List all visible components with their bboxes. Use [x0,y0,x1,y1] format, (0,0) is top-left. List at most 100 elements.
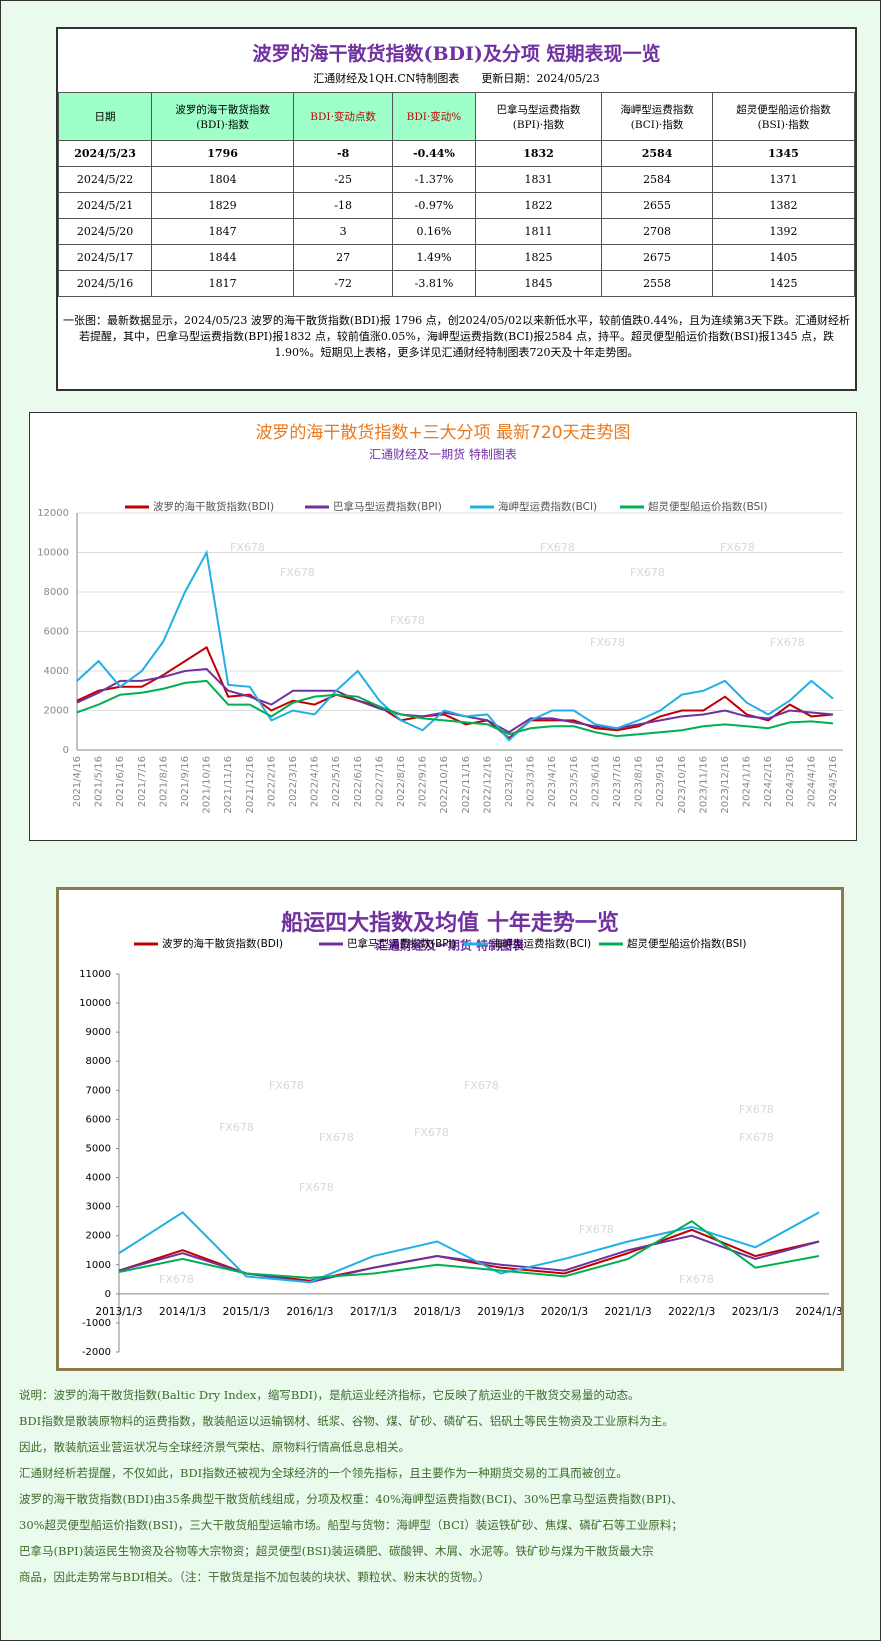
x-tick-label: 2022/2/16 [266,756,277,807]
header-cell: 日期 [57,92,153,141]
x-tick-label: 2021/7/16 [137,756,148,807]
y-tick-label: 5000 [86,1143,111,1154]
chart-title: 船运四大指数及均值 十年走势一览 [281,910,619,936]
x-tick-label: 2022/8/16 [396,756,407,807]
table-cell: 2024/5/20 [57,218,153,245]
table-cell: 2584 [601,166,713,193]
x-tick-label: 2023/11/16 [698,756,709,814]
table-cell: 2558 [601,270,713,297]
table-row: 2024/5/21 1829 -18 -0.97% 1822 2655 1382 [57,192,856,219]
table-cell: -0.97% [392,192,476,219]
x-tick-label: 2015/1/3 [223,1306,270,1318]
table-cell: -72 [293,270,394,297]
table-cell: -0.44% [392,140,476,167]
x-tick-label: 2023/10/16 [677,756,688,814]
note-line: 30%超灵便型船运价指数(BSI)，三大干散货船型运输市场。船型与货物：海岬型（… [19,1518,683,1532]
table-cell: 1822 [474,192,603,219]
table-cell: -18 [293,192,394,219]
x-tick-label: 2022/5/16 [331,756,342,807]
x-tick-label: 2024/1/16 [742,756,753,807]
x-tick-label: 2022/3/16 [288,756,299,807]
note-line: 汇通财经析若提醒，不仅如此，BDI指数还被视为全球经济的一个领先指标，且主要作为… [19,1466,628,1480]
table-cell: 1844 [151,244,295,271]
y-tick-label: 8000 [86,1056,111,1067]
legend-label: 海岬型运费指数(BCI) [492,937,591,950]
y-tick-label: 1000 [86,1260,111,1271]
watermark: FX678 [590,636,625,649]
x-tick-label: 2021/1/3 [605,1306,652,1318]
table-row: 2024/5/17 1844 27 1.49% 1825 2675 1405 [57,244,856,271]
x-tick-label: 2024/4/16 [806,756,817,807]
x-tick-label: 2023/5/16 [569,756,580,807]
watermark: FX678 [770,636,805,649]
table-cell: 3 [293,218,394,245]
y-tick-label: 11000 [79,969,111,980]
table-cell: 1405 [711,244,856,271]
chart-subtitle: 汇通财经及一期货 特制图表 [376,938,525,953]
y-tick-label: 8000 [44,587,69,598]
series-line [76,645,834,740]
watermark: FX678 [219,1121,254,1134]
note-line: 说明：波罗的海干散货指数(Baltic Dry Index，缩写BDI)，是航运… [19,1388,640,1402]
x-tick-label: 2022/4/16 [310,756,321,807]
watermark: FX678 [299,1181,334,1194]
x-tick-label: 2017/1/3 [350,1306,397,1318]
x-tick-label: 2022/10/16 [439,756,450,814]
watermark: FX678 [159,1273,194,1286]
table-subtitle: 汇通财经及1QH.CN特制图表 更新日期：2024/05/23 [313,72,600,85]
x-tick-label: 2021/11/16 [223,756,234,814]
x-tick-label: 2019/1/3 [477,1306,524,1318]
table-title: 波罗的海干散货指数(BDI)及分项 短期表现一览 [252,43,661,65]
x-tick-label: 2022/7/16 [374,756,385,807]
note-line: 商品，因此走势常与BDI相关。（注：干散货是指不加包装的块状、颗粒状、粉末状的货… [19,1570,490,1584]
table-cell: -25 [293,166,394,193]
table-cell: 27 [293,244,394,271]
x-tick-label: 2024/5/16 [828,756,839,807]
table-row: 2024/5/23 1796 -8 -0.44% 1832 2584 1345 [57,140,856,167]
x-tick-label: 2023/12/16 [720,756,731,814]
x-tick-label: 2021/12/16 [245,756,256,814]
table-cell: 1829 [151,192,295,219]
x-tick-label: 2020/1/3 [541,1306,588,1318]
watermark: FX678 [230,541,265,554]
table-cell: 1382 [711,192,856,219]
x-tick-label: 2021/9/16 [180,756,191,807]
y-tick-label: 4000 [44,666,69,677]
series-line [76,549,834,742]
y-tick-label: 6000 [86,1114,111,1125]
header-cell: BDI·变动点数 [293,92,394,141]
watermark: FX678 [390,614,425,627]
note-line: BDI指数是散装原物料的运费指数，散装船运以运输钢材、纸浆、谷物、煤、矿砂、磷矿… [19,1414,674,1428]
watermark: FX678 [280,566,315,579]
y-tick-label: 4000 [86,1173,111,1184]
watermark: FX678 [319,1131,354,1144]
y-tick-label: 2000 [86,1231,111,1242]
legend-label: 海岬型运费指数(BCI) [498,500,597,513]
x-tick-label: 2023/7/16 [612,756,623,807]
x-tick-label: 2014/1/3 [159,1306,206,1318]
table-cell: 1345 [711,140,856,167]
series-line [76,679,834,738]
header-cell: 超灵便型船运价指数 (BSI)·指数 [711,92,856,141]
watermark: FX678 [739,1131,774,1144]
x-tick-label: 2021/8/16 [158,756,169,807]
table-cell: 2675 [601,244,713,271]
x-tick-label: 2021/4/16 [72,756,83,807]
table-cell: 1804 [151,166,295,193]
x-tick-label: 2013/1/3 [95,1306,142,1318]
x-tick-label: 2023/4/16 [547,756,558,807]
y-tick-label: 9000 [86,1027,111,1038]
table-cell: 1796 [151,140,295,167]
table-cell: 2024/5/17 [57,244,153,271]
y-tick-label: 7000 [86,1085,111,1096]
x-tick-label: 2021/10/16 [202,756,213,814]
x-tick-label: 2023/6/16 [590,756,601,807]
table-cell: 0.16% [392,218,476,245]
table-cell: 1425 [711,270,856,297]
x-tick-label: 2024/3/16 [785,756,796,807]
header-cell: BDI·变动% [392,92,476,141]
chart-subtitle: 汇通财经及一期货 特制图表 [369,447,517,462]
y-tick-label: -1000 [82,1318,111,1329]
